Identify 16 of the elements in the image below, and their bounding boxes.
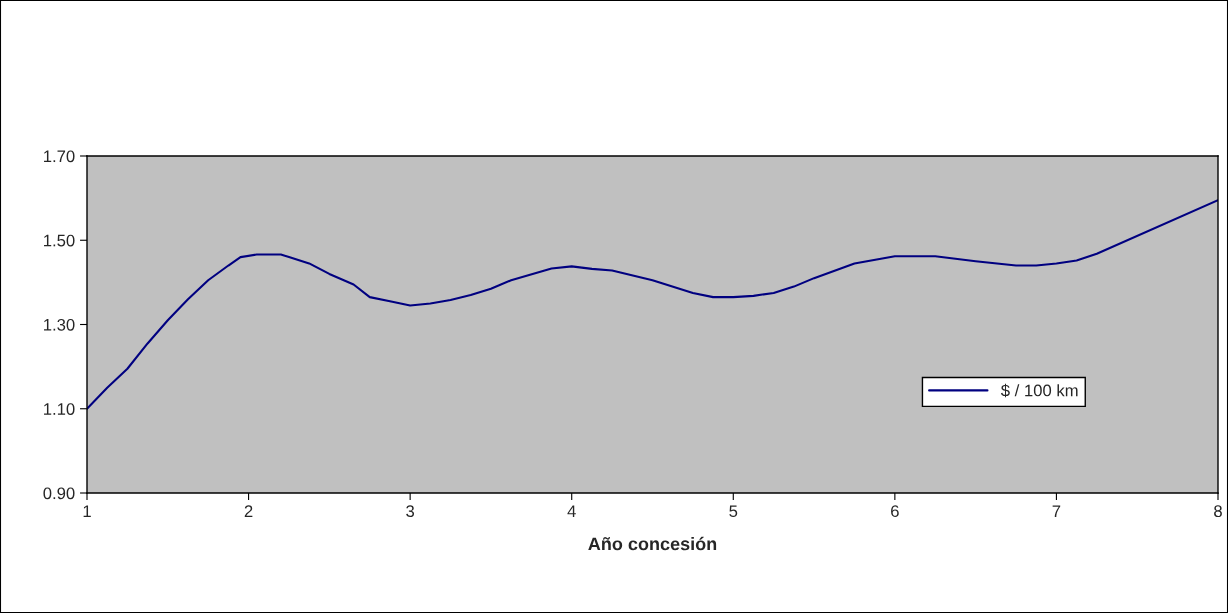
legend-label: $ / 100 km xyxy=(1000,383,1078,398)
x-tick-label: 3 xyxy=(406,505,415,518)
y-tick-label: 1.70 xyxy=(44,150,75,163)
x-tick-label: 6 xyxy=(891,505,899,518)
y-tick-label: 1.50 xyxy=(44,234,75,247)
x-tick-label: 5 xyxy=(729,505,738,518)
x-axis-title: Año concesión xyxy=(588,536,717,551)
x-tick-label: 8 xyxy=(1214,505,1222,518)
x-tick-label: 4 xyxy=(567,505,576,517)
x-tick-label: 2 xyxy=(244,505,253,517)
x-tick-label: 7 xyxy=(1052,505,1061,517)
y-tick-label: 1.30 xyxy=(44,318,75,331)
y-tick-label: 0.90 xyxy=(43,487,75,500)
y-tick-label: 1.10 xyxy=(44,403,75,415)
line-series xyxy=(87,199,1218,410)
x-tick-label: 1 xyxy=(83,505,91,517)
